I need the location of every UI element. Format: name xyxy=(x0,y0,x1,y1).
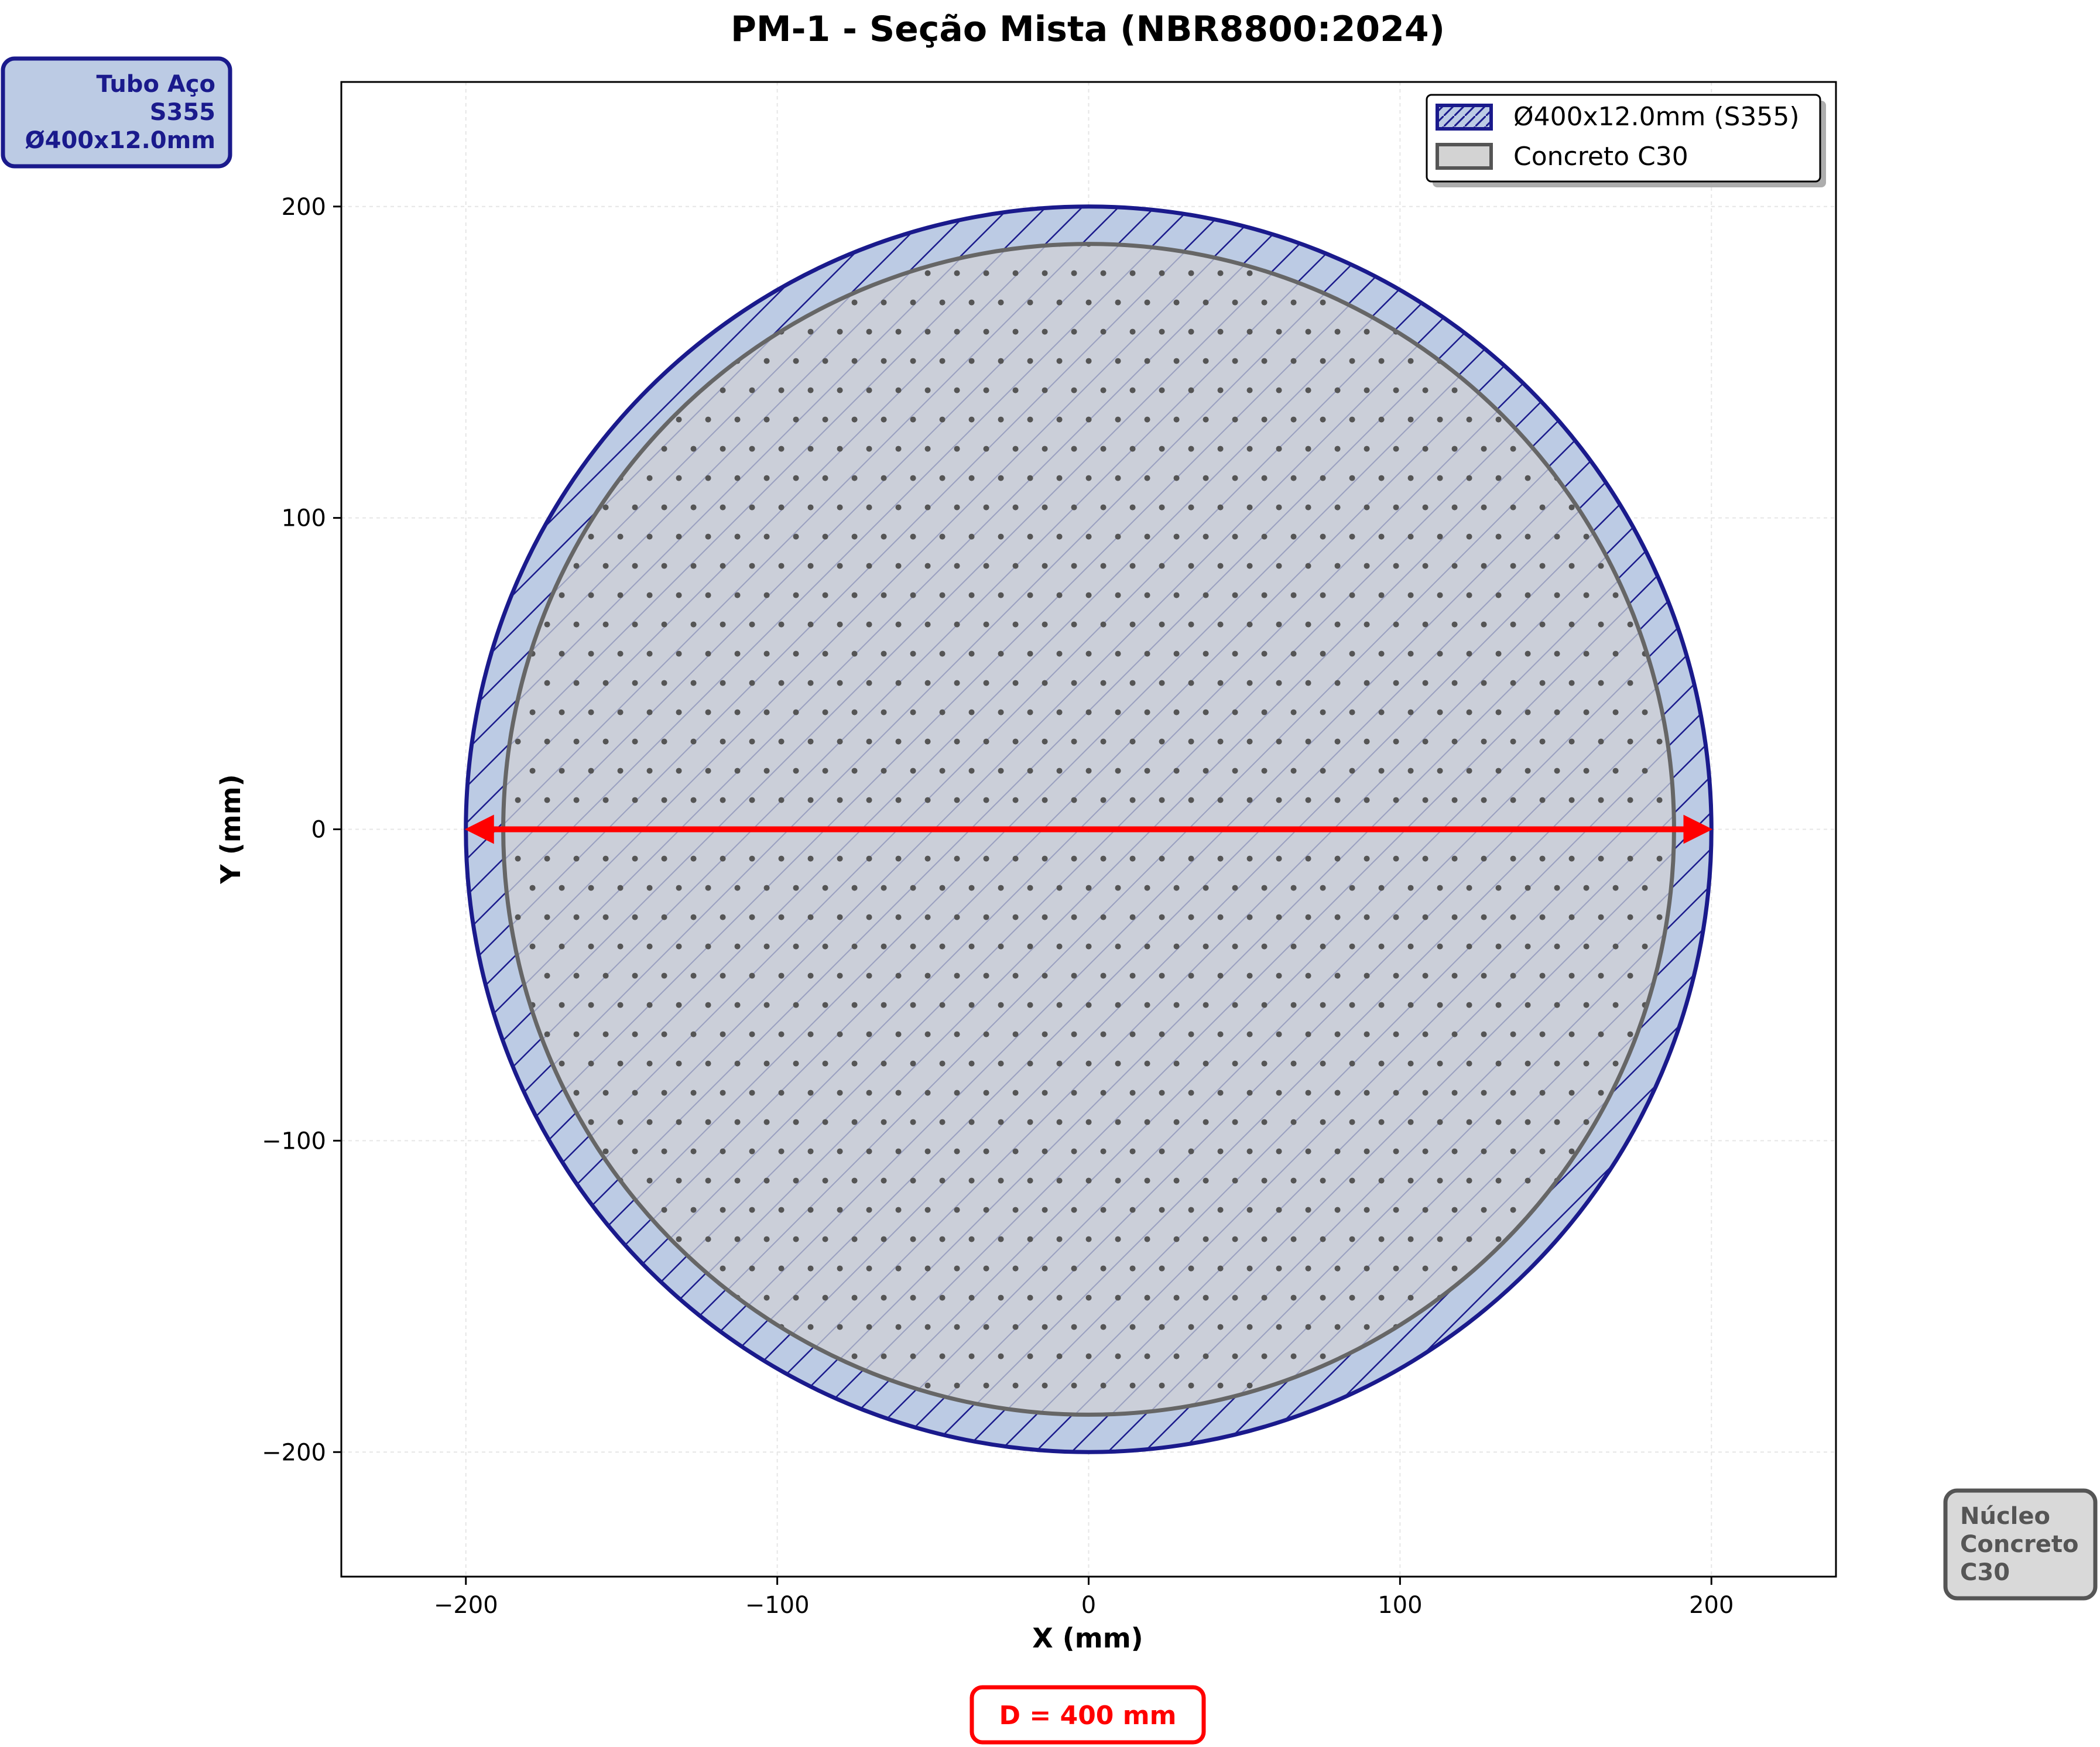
legend-label-concrete: Concreto C30 xyxy=(1513,142,1688,172)
steel-annotation-line-3: Ø400x12.0mm xyxy=(25,127,215,154)
diameter-label: D = 400 mm xyxy=(999,1701,1177,1731)
y-tick-label: 0 xyxy=(311,817,326,844)
legend: Ø400x12.0mm (S355) Concreto C30 xyxy=(1426,94,1826,187)
axis-ticks: −200 −100 0 100 200 −200 −100 0 100 200 xyxy=(262,194,1734,1619)
y-tick-label: 100 xyxy=(282,505,326,532)
x-tick-label: −100 xyxy=(745,1592,810,1619)
y-tick-label: 200 xyxy=(282,194,326,221)
y-tick-label: −100 xyxy=(262,1128,326,1155)
y-axis-label: Y (mm) xyxy=(215,774,246,884)
x-tick-label: 0 xyxy=(1081,1592,1096,1619)
legend-entry-steel: Ø400x12.0mm (S355) xyxy=(1436,102,1800,132)
steel-annotation-line-2: S355 xyxy=(150,99,215,126)
x-axis-label: X (mm) xyxy=(1032,1622,1143,1654)
legend-entry-concrete: Concreto C30 xyxy=(1436,142,1688,172)
legend-label-steel: Ø400x12.0mm (S355) xyxy=(1513,102,1800,132)
x-tick-label: 100 xyxy=(1378,1592,1422,1619)
concrete-annotation-box: Núcleo Concreto C30 xyxy=(1943,1488,2098,1601)
x-tick-label: 200 xyxy=(1689,1592,1734,1619)
x-tick-label: −200 xyxy=(434,1592,498,1619)
figure-title: PM-1 - Seção Mista (NBR8800:2024) xyxy=(731,9,1445,50)
concrete-annotation-line-3: C30 xyxy=(1960,1559,2010,1586)
steel-annotation-box: Tubo Aço S355 Ø400x12.0mm xyxy=(1,56,232,169)
concrete-annotation-line-2: Concreto xyxy=(1960,1531,2078,1558)
diameter-label-box: D = 400 mm xyxy=(970,1685,1206,1745)
y-tick-label: −200 xyxy=(262,1439,326,1466)
steel-annotation-line-1: Tubo Aço xyxy=(96,71,215,98)
concrete-annotation-line-1: Núcleo xyxy=(1960,1503,2050,1530)
